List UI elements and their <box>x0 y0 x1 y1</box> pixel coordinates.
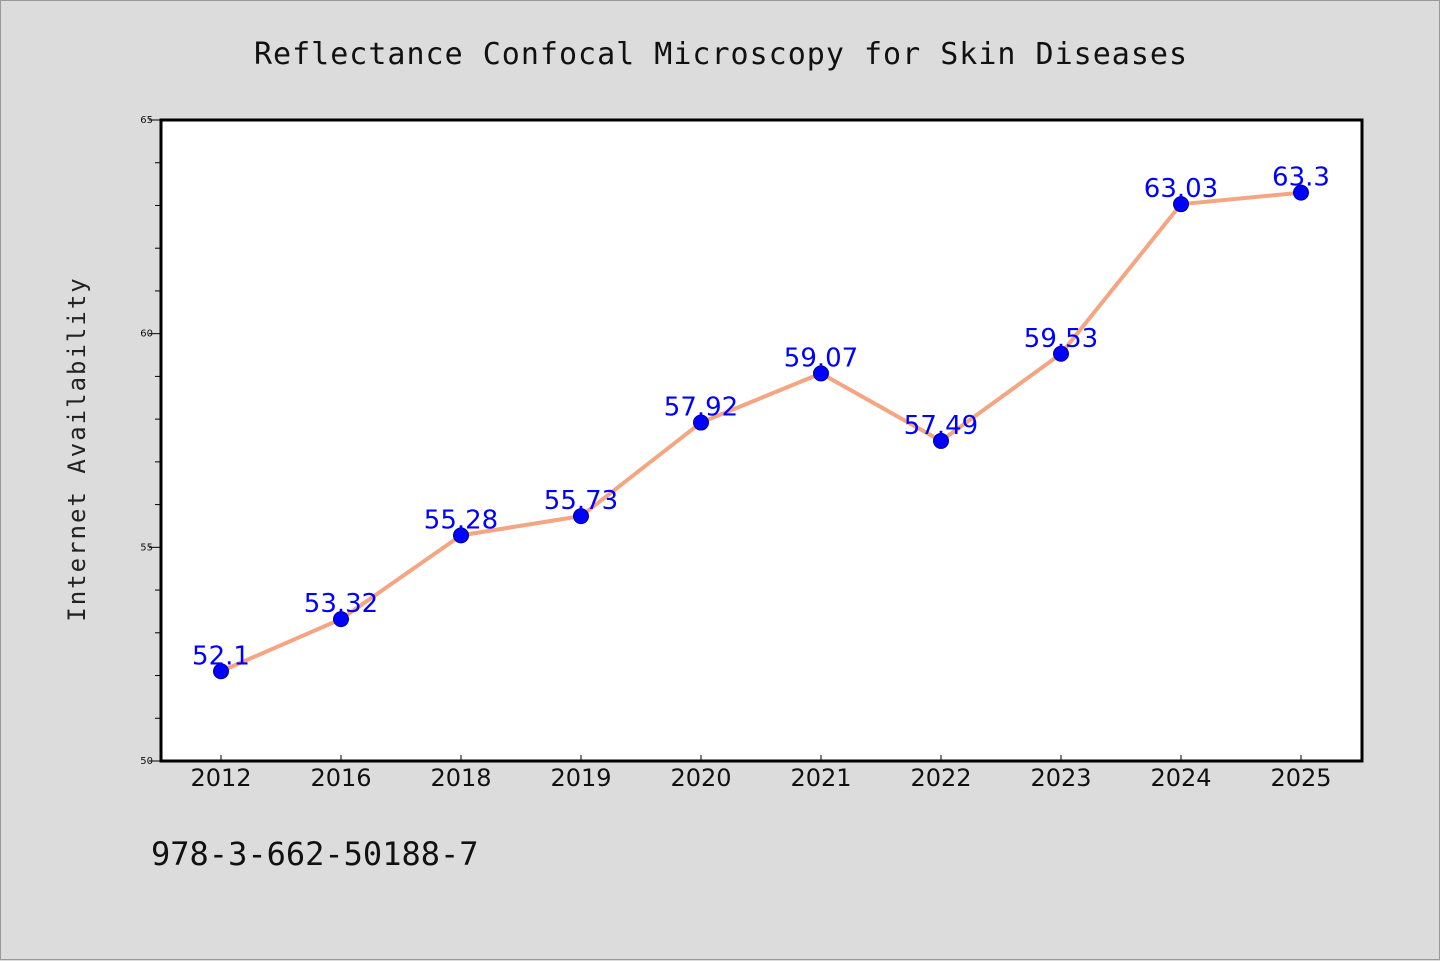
data-label: 59.07 <box>784 343 858 373</box>
x-axis-ticks: 2012 2016 2018 2019 2020 2021 2022 2023 2024 2025 <box>190 755 1332 792</box>
y-axis-ticks: 50 55 60 65 <box>140 115 161 767</box>
x-tick-label: 2012 <box>190 764 251 792</box>
series-markers <box>213 184 1309 680</box>
data-labels: 52.1 53.32 55.28 55.73 57.92 59.07 57.49 59.53 6… <box>192 163 1330 672</box>
data-label: 52.1 <box>192 641 250 671</box>
chart-title: Reflectance Confocal Microscopy for Skin… <box>254 37 1188 72</box>
x-tick-label: 2024 <box>1150 764 1211 792</box>
y-tick-label: 60 <box>140 329 153 340</box>
data-point-marker <box>1053 345 1069 362</box>
data-point-marker <box>453 527 469 544</box>
data-point-marker <box>1293 184 1309 201</box>
data-label: 57.92 <box>664 393 738 423</box>
data-point-marker <box>333 611 349 628</box>
data-label: 53.32 <box>304 589 378 619</box>
x-tick-label: 2022 <box>910 764 971 792</box>
y-tick-label: 50 <box>140 756 153 767</box>
x-tick-label: 2023 <box>1030 764 1091 792</box>
data-point-marker <box>813 365 829 382</box>
y-tick-label: 55 <box>140 542 153 553</box>
plot-area <box>159 118 1364 763</box>
y-axis-label: Internet Availability <box>63 276 91 621</box>
x-tick-label: 2019 <box>550 764 611 792</box>
data-point-marker <box>213 663 229 680</box>
data-label: 63.03 <box>1144 174 1218 204</box>
y-minor-ticks <box>155 162 161 719</box>
series-line <box>219 190 1303 674</box>
data-label: 63.3 <box>1272 163 1330 193</box>
x-tick-label: 2018 <box>430 764 491 792</box>
data-point-marker <box>573 508 589 525</box>
data-label: 55.28 <box>424 505 498 535</box>
y-tick-label: 65 <box>140 115 153 126</box>
data-point-marker <box>693 414 709 431</box>
isbn-footer: 978-3-662-50188-7 <box>151 835 479 873</box>
x-tick-label: 2021 <box>790 764 851 792</box>
x-tick-label: 2016 <box>310 764 371 792</box>
x-tick-label: 2020 <box>670 764 731 792</box>
data-label: 57.49 <box>904 411 978 441</box>
data-label: 55.73 <box>544 486 618 516</box>
data-point-marker <box>933 432 949 449</box>
data-label: 59.53 <box>1024 324 1098 354</box>
data-point-marker <box>1173 196 1189 213</box>
x-tick-label: 2025 <box>1270 764 1331 792</box>
